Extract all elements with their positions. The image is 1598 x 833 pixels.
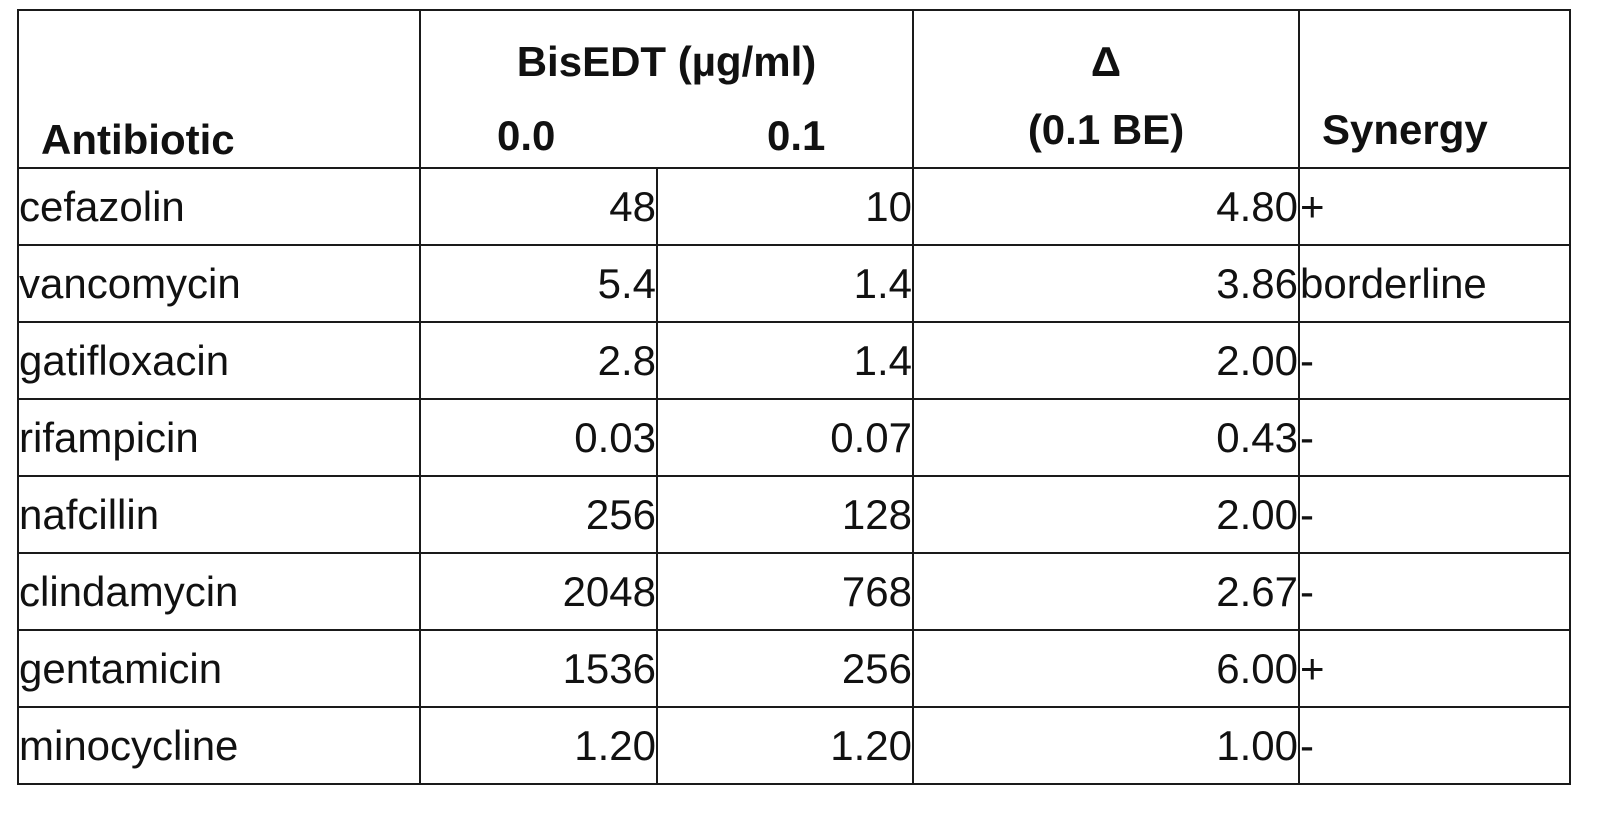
header-conc-1: 0.1 — [767, 115, 825, 157]
cell-conc-1: 1.4 — [657, 322, 913, 399]
cell-delta: 1.00 — [913, 707, 1299, 784]
header-delta-symbol: Δ — [914, 41, 1298, 83]
cell-delta: 0.43 — [913, 399, 1299, 476]
header-row: Antibiotic BisEDT (µg/ml) 0.0 0.1 Δ (0.1… — [18, 10, 1570, 168]
header-synergy-label: Synergy — [1322, 109, 1488, 151]
cell-conc-0: 2.8 — [420, 322, 657, 399]
table-row: gentamicin 1536 256 6.00 + — [18, 630, 1570, 707]
cell-conc-0: 2048 — [420, 553, 657, 630]
cell-synergy: - — [1299, 707, 1570, 784]
cell-antibiotic: gentamicin — [18, 630, 420, 707]
cell-synergy: + — [1299, 168, 1570, 245]
cell-antibiotic: rifampicin — [18, 399, 420, 476]
cell-synergy: - — [1299, 553, 1570, 630]
cell-conc-0: 1536 — [420, 630, 657, 707]
cell-antibiotic: vancomycin — [18, 245, 420, 322]
cell-antibiotic: cefazolin — [18, 168, 420, 245]
table-row: gatifloxacin 2.8 1.4 2.00 - — [18, 322, 1570, 399]
table-row: cefazolin 48 10 4.80 + — [18, 168, 1570, 245]
cell-conc-1: 1.4 — [657, 245, 913, 322]
cell-conc-1: 256 — [657, 630, 913, 707]
header-conc-0: 0.0 — [497, 115, 555, 157]
cell-delta: 4.80 — [913, 168, 1299, 245]
cell-antibiotic: gatifloxacin — [18, 322, 420, 399]
cell-synergy: borderline — [1299, 245, 1570, 322]
cell-delta: 2.67 — [913, 553, 1299, 630]
cell-antibiotic: minocycline — [18, 707, 420, 784]
table-row: clindamycin 2048 768 2.67 - — [18, 553, 1570, 630]
cell-conc-1: 10 — [657, 168, 913, 245]
table-row: nafcillin 256 128 2.00 - — [18, 476, 1570, 553]
cell-conc-0: 1.20 — [420, 707, 657, 784]
cell-delta: 2.00 — [913, 322, 1299, 399]
cell-conc-0: 256 — [420, 476, 657, 553]
cell-synergy: + — [1299, 630, 1570, 707]
cell-conc-1: 128 — [657, 476, 913, 553]
cell-conc-0: 48 — [420, 168, 657, 245]
cell-delta: 6.00 — [913, 630, 1299, 707]
cell-conc-1: 0.07 — [657, 399, 913, 476]
header-bisedt: BisEDT (µg/ml) 0.0 0.1 — [420, 10, 913, 168]
cell-conc-0: 5.4 — [420, 245, 657, 322]
cell-antibiotic: clindamycin — [18, 553, 420, 630]
cell-conc-1: 1.20 — [657, 707, 913, 784]
header-delta: Δ (0.1 BE) — [913, 10, 1299, 168]
cell-delta: 2.00 — [913, 476, 1299, 553]
cell-synergy: - — [1299, 399, 1570, 476]
header-antibiotic-label: Antibiotic — [41, 119, 235, 161]
table-row: vancomycin 5.4 1.4 3.86 borderline — [18, 245, 1570, 322]
cell-synergy: - — [1299, 322, 1570, 399]
cell-delta: 3.86 — [913, 245, 1299, 322]
antibiotic-synergy-table: Antibiotic BisEDT (µg/ml) 0.0 0.1 Δ (0.1… — [17, 9, 1571, 785]
cell-synergy: - — [1299, 476, 1570, 553]
header-bisedt-title: BisEDT (µg/ml) — [421, 41, 912, 83]
header-antibiotic: Antibiotic — [18, 10, 420, 168]
header-synergy: Synergy — [1299, 10, 1570, 168]
table-row: minocycline 1.20 1.20 1.00 - — [18, 707, 1570, 784]
cell-conc-1: 768 — [657, 553, 913, 630]
header-delta-sub: (0.1 BE) — [914, 109, 1298, 151]
table-row: rifampicin 0.03 0.07 0.43 - — [18, 399, 1570, 476]
cell-antibiotic: nafcillin — [18, 476, 420, 553]
cell-conc-0: 0.03 — [420, 399, 657, 476]
